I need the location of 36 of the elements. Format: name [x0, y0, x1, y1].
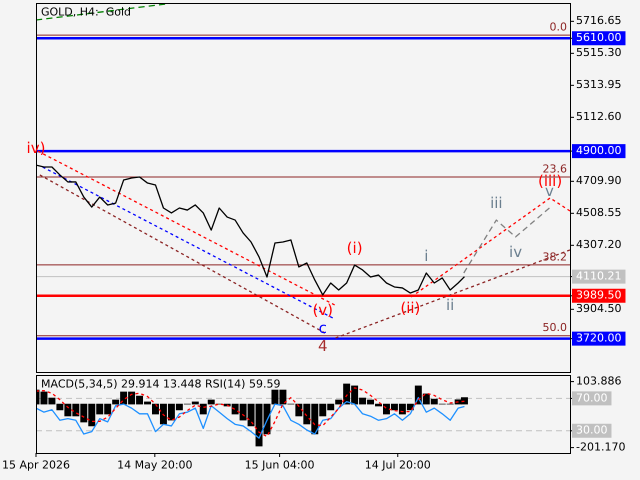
annotation: iv	[509, 242, 522, 261]
annotation: i	[424, 246, 428, 265]
y-tick-label: 3720.00	[576, 331, 622, 344]
annotation: 4	[318, 336, 328, 355]
x-tick-label: 15 Jun 04:00	[244, 458, 315, 472]
y-tick-label: 5515.30	[576, 46, 622, 60]
y-tick-label: -201.170	[576, 440, 626, 454]
annotation: iii	[490, 194, 503, 212]
line-series	[36, 387, 466, 438]
annotation: (i)	[346, 238, 363, 257]
annotation: 23.6	[542, 162, 567, 176]
y2-tick-label: 30.00	[576, 424, 608, 437]
y-tick-label: 103.886	[576, 374, 622, 388]
y-tick-label: 4508.55	[576, 206, 622, 220]
y-tick-label: 4709.90	[576, 174, 622, 188]
annotation: 50.0	[542, 321, 567, 334]
x-tick-label: 14 May 20:00	[117, 458, 193, 472]
y-tick-label: 5716.65	[576, 14, 622, 28]
y-tick-label: 5313.95	[576, 78, 622, 92]
chart-title: GOLD, H4: Gold	[41, 5, 132, 18]
annotation: ii	[446, 296, 454, 314]
y-tick-label: 4900.00	[576, 144, 622, 157]
x-tick-label: 14 Jul 20:00	[364, 458, 431, 472]
y-tick-label: 3904.50	[576, 302, 622, 316]
x-tick-label: 15 Apr 2026	[2, 458, 70, 472]
annotation: c	[318, 318, 327, 337]
chart-title: MACD(5,34,5) 29.914 13.448 RSI(14) 59.59	[41, 377, 280, 390]
y2-tick-label: 70.00	[576, 391, 608, 404]
y-tick-label: 4110.21	[576, 269, 622, 282]
y-tick-label: 4307.20	[576, 238, 622, 252]
y-tick-label: 5610.00	[576, 31, 622, 44]
y-tick-label: 3989.50	[576, 288, 622, 302]
annotation: (ii)	[400, 298, 420, 317]
y-tick-label: 5112.60	[576, 110, 622, 124]
annotation: (v)	[312, 300, 334, 319]
annotation: 0.0	[550, 20, 567, 34]
